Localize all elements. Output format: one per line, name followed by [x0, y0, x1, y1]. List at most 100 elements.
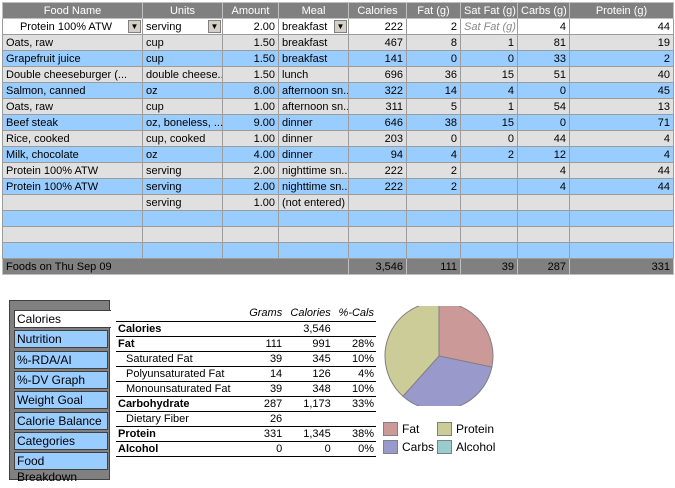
- table-row[interactable]: Beef steak oz, boneless, ... 9.00 dinner 646…: [2, 114, 674, 131]
- cell-cal[interactable]: 94: [348, 146, 407, 163]
- cell-cal[interactable]: 203: [348, 130, 407, 147]
- cell-meal[interactable]: nighttime sn...: [278, 162, 349, 179]
- cell-amount[interactable]: 1.00: [222, 130, 279, 147]
- cell-protein[interactable]: [569, 242, 674, 259]
- cell-sat[interactable]: 0: [460, 130, 518, 147]
- cell-protein[interactable]: 45: [569, 82, 674, 99]
- column-header[interactable]: Amount: [222, 2, 279, 19]
- cell-fat[interactable]: 38: [406, 114, 461, 131]
- cell-protein[interactable]: 2: [569, 50, 674, 67]
- cell-amount[interactable]: 4.00: [222, 146, 279, 163]
- cell-food[interactable]: [2, 194, 143, 211]
- cell-amount[interactable]: [222, 210, 279, 227]
- cell-protein[interactable]: 4: [569, 130, 674, 147]
- cell-carbs[interactable]: 44: [517, 130, 570, 147]
- cell-cal[interactable]: 222: [348, 178, 407, 195]
- cell-fat[interactable]: 2: [406, 162, 461, 179]
- cell-fat[interactable]: [406, 226, 461, 243]
- cell-units[interactable]: oz: [142, 82, 223, 99]
- cell-units[interactable]: cup, cooked: [142, 130, 223, 147]
- cell-carbs[interactable]: [517, 194, 570, 211]
- cell-carbs[interactable]: 0: [517, 82, 570, 99]
- cell-amount[interactable]: [222, 226, 279, 243]
- cell-protein[interactable]: 40: [569, 66, 674, 83]
- cell-sat[interactable]: 15: [460, 66, 518, 83]
- cell-fat[interactable]: 0: [406, 50, 461, 67]
- cell-protein[interactable]: [569, 194, 674, 211]
- cell-fat[interactable]: 5: [406, 98, 461, 115]
- cell-food[interactable]: Oats, raw: [2, 98, 143, 115]
- cell-amount[interactable]: 9.00: [222, 114, 279, 131]
- cell-sat[interactable]: 2: [460, 146, 518, 163]
- tab-calories[interactable]: Calories: [14, 310, 111, 328]
- cell-carbs[interactable]: 4: [517, 18, 570, 35]
- cell-sat[interactable]: [460, 194, 518, 211]
- cell-protein[interactable]: 44: [569, 178, 674, 195]
- cell-amount[interactable]: 8.00: [222, 82, 279, 99]
- tab-weight-goal[interactable]: Weight Goal: [14, 391, 108, 410]
- cell-carbs[interactable]: [517, 242, 570, 259]
- cell-protein[interactable]: [569, 210, 674, 227]
- cell-food[interactable]: [2, 226, 143, 243]
- cell-carbs[interactable]: 4: [517, 178, 570, 195]
- cell-food[interactable]: Beef steak: [2, 114, 143, 131]
- cell-meal[interactable]: dinner: [278, 114, 349, 131]
- cell-food[interactable]: Protein 100% ATW ▼: [2, 18, 143, 35]
- cell-meal[interactable]: breakfast ▼: [278, 18, 349, 35]
- cell-units[interactable]: cup: [142, 34, 223, 51]
- cell-meal[interactable]: [278, 226, 349, 243]
- cell-cal[interactable]: 222: [348, 18, 407, 35]
- cell-meal[interactable]: (not entered): [278, 194, 349, 211]
- tab--dv-graph[interactable]: %-DV Graph: [14, 370, 108, 389]
- cell-amount[interactable]: 1.50: [222, 66, 279, 83]
- chevron-down-icon[interactable]: ▼: [334, 20, 347, 33]
- cell-amount[interactable]: 1.50: [222, 34, 279, 51]
- table-row[interactable]: [2, 242, 674, 259]
- cell-carbs[interactable]: 0: [517, 114, 570, 131]
- cell-meal[interactable]: [278, 242, 349, 259]
- cell-units[interactable]: [142, 210, 223, 227]
- cell-protein[interactable]: 44: [569, 18, 674, 35]
- table-row[interactable]: Protein 100% ATW ▼ serving ▼ 2.00 breakfast ▼ 2…: [2, 18, 674, 35]
- tab-categories[interactable]: Categories: [14, 431, 108, 450]
- cell-cal[interactable]: 311: [348, 98, 407, 115]
- cell-fat[interactable]: 14: [406, 82, 461, 99]
- cell-amount[interactable]: [222, 242, 279, 259]
- cell-fat[interactable]: [406, 242, 461, 259]
- cell-protein[interactable]: 44: [569, 162, 674, 179]
- cell-units[interactable]: [142, 242, 223, 259]
- cell-cal[interactable]: [348, 194, 407, 211]
- cell-meal[interactable]: [278, 210, 349, 227]
- cell-amount[interactable]: 1.00: [222, 194, 279, 211]
- cell-amount[interactable]: 2.00: [222, 178, 279, 195]
- table-row[interactable]: Double cheeseburger (... double cheese...…: [2, 66, 674, 83]
- column-header[interactable]: Units: [142, 2, 223, 19]
- cell-sat[interactable]: [460, 162, 518, 179]
- cell-cal[interactable]: 467: [348, 34, 407, 51]
- cell-units[interactable]: serving ▼: [142, 18, 223, 35]
- chevron-down-icon[interactable]: ▼: [208, 20, 221, 33]
- cell-amount[interactable]: 1.50: [222, 50, 279, 67]
- cell-carbs[interactable]: 51: [517, 66, 570, 83]
- chevron-down-icon[interactable]: ▼: [128, 20, 141, 33]
- cell-sat[interactable]: [460, 210, 518, 227]
- cell-meal[interactable]: dinner: [278, 146, 349, 163]
- cell-amount[interactable]: 1.00: [222, 98, 279, 115]
- tab--rda-ai-graph[interactable]: %-RDA/AI Graph: [14, 350, 108, 383]
- cell-sat[interactable]: 1: [460, 98, 518, 115]
- table-row[interactable]: Salmon, canned oz 8.00 afternoon sn... 322 14…: [2, 82, 674, 99]
- cell-cal[interactable]: 646: [348, 114, 407, 131]
- cell-food[interactable]: Salmon, canned: [2, 82, 143, 99]
- cell-sat[interactable]: 4: [460, 82, 518, 99]
- cell-food[interactable]: [2, 210, 143, 227]
- column-header[interactable]: Food Name: [2, 2, 143, 19]
- cell-cal[interactable]: 141: [348, 50, 407, 67]
- cell-cal[interactable]: [348, 210, 407, 227]
- cell-food[interactable]: Protein 100% ATW: [2, 162, 143, 179]
- cell-fat[interactable]: [406, 194, 461, 211]
- cell-sat[interactable]: Sat Fat (g): [460, 18, 518, 35]
- cell-units[interactable]: oz: [142, 146, 223, 163]
- cell-carbs[interactable]: [517, 226, 570, 243]
- cell-units[interactable]: [142, 226, 223, 243]
- cell-amount[interactable]: 2.00: [222, 162, 279, 179]
